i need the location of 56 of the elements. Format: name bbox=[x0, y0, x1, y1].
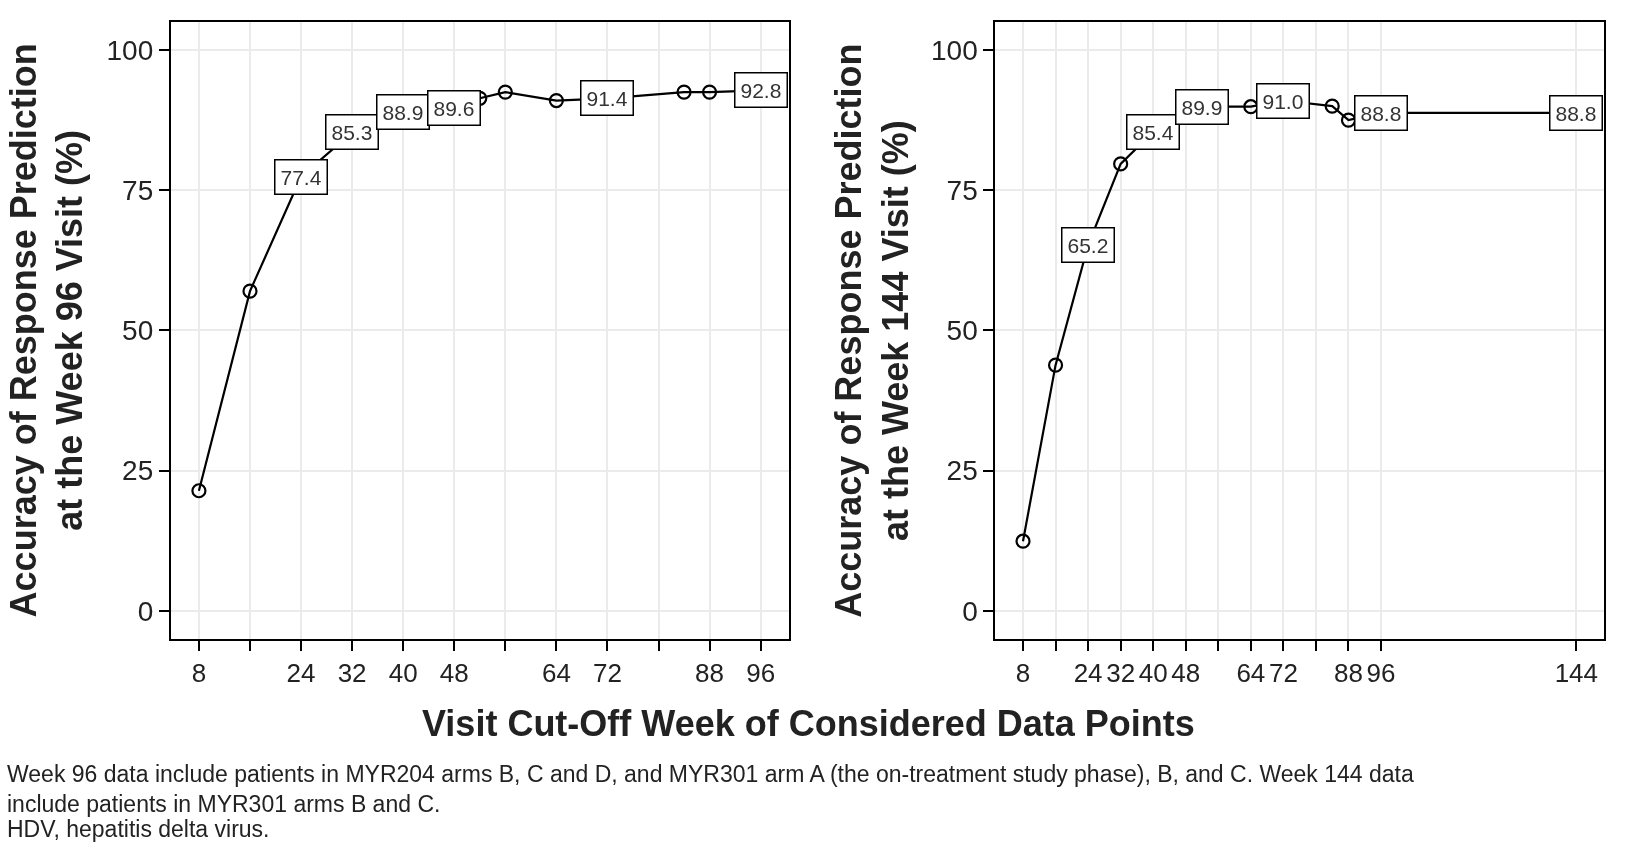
x-tick-label: 96 bbox=[1366, 657, 1396, 688]
data-label: 88.8 bbox=[1555, 101, 1597, 125]
data-label: 89.9 bbox=[1181, 95, 1223, 119]
x-tick-label: 40 bbox=[1138, 657, 1168, 688]
y-axis-title: Accuracy of Response Prediction at the Week 96 Visit (%) bbox=[2, 43, 91, 618]
x-tick-label: 24 bbox=[286, 657, 316, 688]
data-label: 85.3 bbox=[331, 120, 373, 144]
y-tick-label: 75 bbox=[946, 175, 978, 207]
point bbox=[1015, 533, 1031, 549]
y-tick-label: 100 bbox=[931, 34, 978, 66]
data-label: 89.6 bbox=[433, 96, 475, 120]
point bbox=[548, 92, 564, 109]
y-tick-label: 50 bbox=[122, 315, 154, 347]
x-tick-label: 8 bbox=[1015, 657, 1031, 688]
point bbox=[1047, 357, 1064, 373]
data-label: 91.4 bbox=[586, 86, 628, 110]
point bbox=[676, 84, 692, 100]
y-tick-label: 50 bbox=[946, 315, 978, 347]
point bbox=[497, 84, 513, 100]
data-label: 91.0 bbox=[1262, 89, 1304, 113]
x-tick-label: 32 bbox=[1106, 657, 1136, 688]
x-tick-label: 88 bbox=[1334, 657, 1363, 688]
data-label: 88.9 bbox=[382, 100, 424, 124]
data-label: 92.8 bbox=[740, 78, 782, 102]
x-tick-label: 72 bbox=[592, 657, 622, 688]
x-tick-label: 32 bbox=[337, 657, 367, 688]
point bbox=[242, 283, 258, 299]
x-tick-label: 96 bbox=[746, 657, 776, 688]
x-tick-label: 72 bbox=[1268, 657, 1298, 688]
x-tick-label: 48 bbox=[1171, 657, 1201, 688]
point bbox=[1324, 98, 1340, 114]
y-tick-label: 75 bbox=[122, 175, 154, 207]
x-tick-label: 40 bbox=[388, 657, 418, 688]
y-tick-label: 0 bbox=[137, 595, 154, 627]
point bbox=[1113, 156, 1129, 172]
x-tick-label: 8 bbox=[191, 657, 207, 688]
x-tick-label: 88 bbox=[695, 657, 725, 688]
y-tick-label: 25 bbox=[122, 455, 154, 487]
x-axis-title: Visit Cut-Off Week of Considered Data Points bbox=[422, 703, 1195, 744]
text: Week 96 data include patients in MYR204 arms B, C and D, and MYR301 arm A (the on-treatment study phase), B, and C. Week 144 data include patients in MYR301 arms B and C. bbox=[7, 761, 1414, 817]
x-tick-label: 48 bbox=[439, 657, 469, 688]
y-axis-title: Accuracy of Response Prediction at the Week 144 Visit (%) bbox=[827, 43, 916, 618]
text: HDV, hepatitis delta virus. bbox=[7, 816, 270, 842]
data-label: 88.8 bbox=[1360, 101, 1402, 125]
point bbox=[701, 84, 718, 100]
x-tick-label: 64 bbox=[1236, 657, 1266, 688]
x-tick-label: 144 bbox=[1554, 657, 1599, 688]
data-label: 85.4 bbox=[1132, 120, 1174, 144]
y-tick-label: 25 bbox=[946, 455, 978, 487]
data-label: 77.4 bbox=[280, 165, 322, 189]
y-tick-label: 0 bbox=[962, 595, 978, 627]
y-tick-label: 100 bbox=[106, 34, 154, 66]
point bbox=[191, 483, 207, 499]
x-tick-label: 24 bbox=[1073, 657, 1103, 688]
data-label: 65.2 bbox=[1067, 233, 1109, 257]
x-tick-label: 64 bbox=[541, 657, 571, 688]
